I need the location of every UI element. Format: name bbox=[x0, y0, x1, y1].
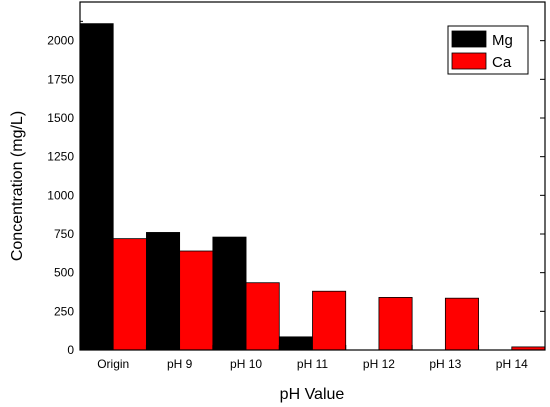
x-tick-label-1: pH 9 bbox=[167, 357, 193, 371]
y-tick-label-5: 1250 bbox=[47, 150, 74, 164]
y-tick-label-2: 500 bbox=[54, 266, 74, 280]
x-axis-title: pH Value bbox=[280, 386, 345, 403]
y-axis-title: Concentration (mg/L) bbox=[9, 111, 26, 261]
x-axis: Origin pH 9 pH 10 pH 11 pH 12 pH 13 pH 14 bbox=[79, 345, 546, 371]
y-tick-label-0: 0 bbox=[67, 343, 74, 357]
x-tick-label-0: Origin bbox=[97, 357, 129, 371]
bar-mg-0 bbox=[79, 23, 114, 351]
bar-ca-3 bbox=[312, 290, 347, 351]
y-tick-label-1: 250 bbox=[54, 304, 74, 318]
bar-ca-4 bbox=[378, 297, 413, 351]
x-tick-label-3: pH 11 bbox=[297, 357, 328, 371]
y-tick-label-4: 1000 bbox=[47, 188, 74, 202]
bar-ca-0 bbox=[112, 238, 147, 351]
y-tick-label-8: 2000 bbox=[47, 34, 74, 48]
legend-label-ca: Ca bbox=[492, 54, 512, 71]
legend-label-mg: Mg bbox=[492, 32, 513, 49]
bars-group bbox=[79, 23, 546, 351]
y-tick-label-7: 1750 bbox=[47, 72, 74, 86]
y-tick-label-3: 750 bbox=[54, 227, 74, 241]
x-tick-label-4: pH 12 bbox=[363, 357, 395, 371]
legend: Mg Ca bbox=[447, 25, 529, 75]
bar-mg-1 bbox=[146, 232, 181, 351]
x-tick-label-2: pH 10 bbox=[230, 357, 262, 371]
bar-ca-5 bbox=[444, 297, 479, 351]
legend-swatch-ca bbox=[451, 52, 487, 70]
bar-mg-2 bbox=[212, 236, 247, 351]
bar-ca-2 bbox=[245, 282, 280, 351]
y-axis: 0 250 500 750 1000 1250 1500 1750 2000 bbox=[47, 20, 545, 357]
bar-mg-3 bbox=[278, 336, 313, 351]
x-tick-label-6: pH 14 bbox=[496, 357, 528, 371]
x-tick-label-5: pH 13 bbox=[429, 357, 461, 371]
y-tick-label-6: 1500 bbox=[47, 111, 74, 125]
legend-swatch-mg bbox=[451, 30, 487, 48]
bar-ca-1 bbox=[179, 250, 214, 351]
